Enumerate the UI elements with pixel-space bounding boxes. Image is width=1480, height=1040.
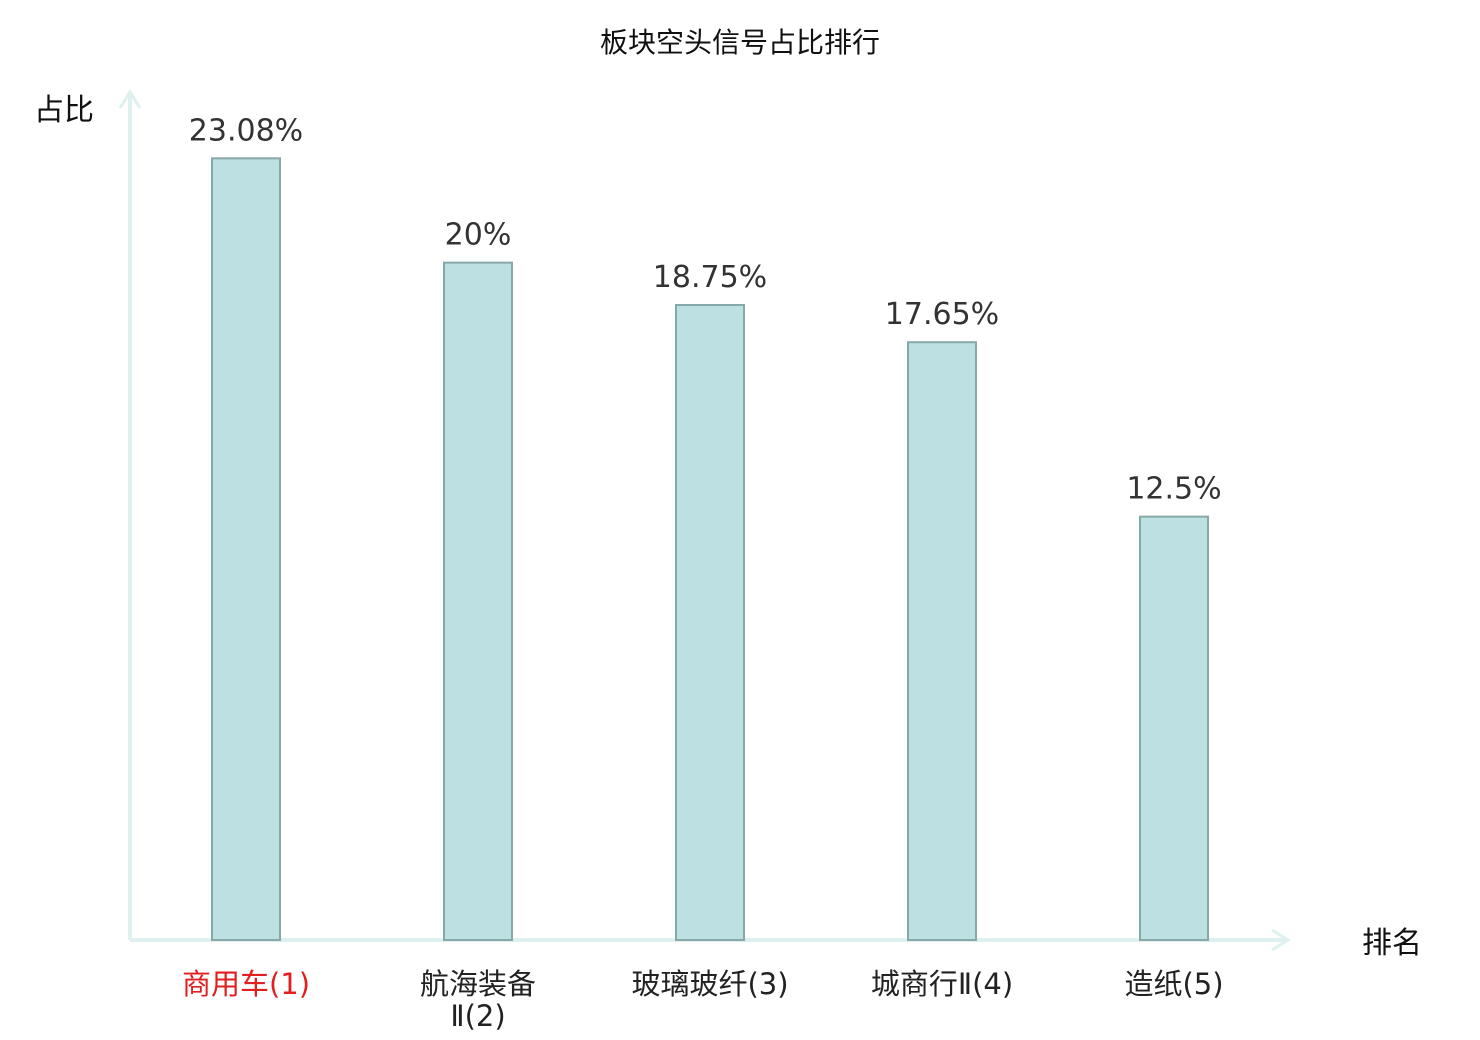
value-label-2: 20% bbox=[445, 218, 512, 253]
x-axis-arrow bbox=[1271, 928, 1291, 952]
value-label-4: 17.65% bbox=[885, 297, 999, 332]
bar-1 bbox=[211, 157, 281, 942]
y-axis-label: 占比 bbox=[34, 93, 94, 128]
bars-group bbox=[211, 157, 1209, 942]
category-label-2: 航海装备 Ⅱ(2) bbox=[420, 967, 536, 1033]
y-axis-arrow bbox=[118, 89, 142, 109]
x-axis-label: 排名 bbox=[1362, 926, 1422, 961]
value-label-1: 23.08% bbox=[189, 113, 303, 148]
category-label-5: 造纸(5) bbox=[1124, 967, 1223, 1001]
bar-2 bbox=[443, 261, 513, 941]
bar-5 bbox=[1139, 515, 1209, 942]
value-label-5: 12.5% bbox=[1126, 472, 1221, 507]
category-label-1: 商用车(1) bbox=[182, 967, 310, 1001]
value-labels-group: 23.08% 20% 18.75% 17.65% 12.5% bbox=[189, 113, 1222, 506]
category-label-3: 玻璃玻纤(3) bbox=[631, 967, 788, 1001]
bar-4 bbox=[907, 341, 977, 941]
bar-3 bbox=[675, 303, 745, 942]
value-label-3: 18.75% bbox=[653, 260, 767, 295]
category-label-4: 城商行Ⅱ(4) bbox=[871, 967, 1013, 1001]
category-labels-group: 商用车(1) 航海装备 Ⅱ(2) 玻璃玻纤(3) 城商行Ⅱ(4) 造纸(5) bbox=[182, 967, 1224, 1033]
chart-title: 板块空头信号占比排行 bbox=[600, 26, 880, 59]
